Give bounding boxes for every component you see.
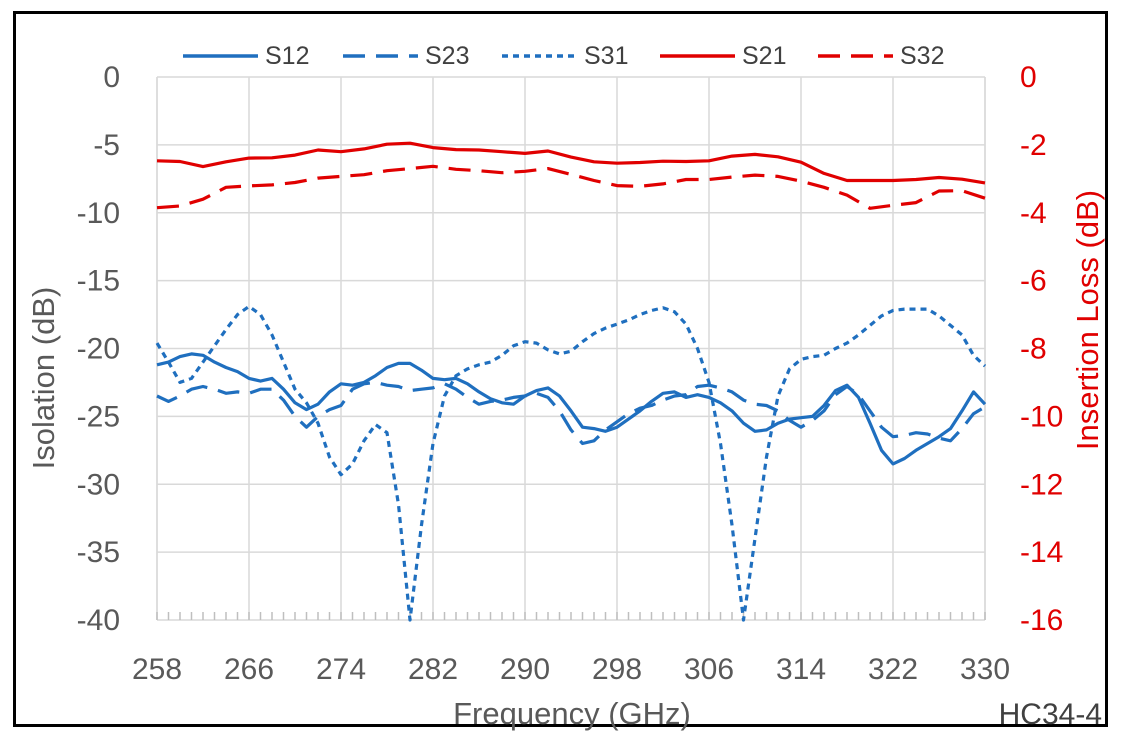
x-tick-labels: 258 266 274 282 290 298 306 314 322 330 <box>132 653 1010 686</box>
series-layer <box>155 141 987 622</box>
x-minor-ticks <box>156 612 986 620</box>
y-right-tick-labels: 0 -2 -4 -6 -8 -10 -12 -14 -16 <box>1020 61 1063 637</box>
y-left-tick-labels: 0 -5 -10 -15 -20 -25 -30 -35 -40 <box>77 61 120 637</box>
x-tick-label: 274 <box>316 653 366 686</box>
x-tick-label: 306 <box>684 653 734 686</box>
y-right-tick-label: 0 <box>1020 61 1037 94</box>
y-left-tick-label: -25 <box>77 400 120 433</box>
x-tick-label: 258 <box>132 653 182 686</box>
y-right-tick-label: -16 <box>1020 604 1063 637</box>
y-right-tick-label: -10 <box>1020 400 1063 433</box>
legend-label-s12: S12 <box>265 42 309 70</box>
x-tick-label: 330 <box>960 653 1010 686</box>
y-left-tick-label: -10 <box>77 197 120 230</box>
x-tick-label: 282 <box>408 653 458 686</box>
y-right-tick-label: -12 <box>1020 468 1063 501</box>
x-tick-label: 314 <box>776 653 826 686</box>
series-line-s31 <box>155 304 987 622</box>
legend-label-s31: S31 <box>584 42 628 70</box>
x-tick-label: 266 <box>224 653 274 686</box>
legend-label-s32: S32 <box>900 42 944 70</box>
y-right-tick-label: -4 <box>1020 197 1047 230</box>
y-left-tick-label: -40 <box>77 604 120 637</box>
x-tick-label: 290 <box>500 653 550 686</box>
y-left-tick-label: -35 <box>77 536 120 569</box>
series-line-s23 <box>156 380 986 446</box>
series-line-s12 <box>156 352 987 466</box>
chart-frame <box>13 11 1108 727</box>
legend-label-s21: S21 <box>742 42 786 70</box>
y-left-tick-label: -5 <box>93 129 120 162</box>
y-right-tick-label: -2 <box>1020 129 1047 162</box>
y-right-tick-label: -14 <box>1020 536 1063 569</box>
x-axis-title: Frequency (GHz) <box>453 696 691 731</box>
y-right-tick-label: -8 <box>1020 333 1047 366</box>
y-left-tick-label: -15 <box>77 265 120 298</box>
y-left-tick-label: 0 <box>103 61 120 94</box>
chart-annotation: HC34-4 <box>999 698 1102 731</box>
y-right-tick-label: -6 <box>1020 265 1047 298</box>
y-left-axis-title: Isolation (dB) <box>26 287 61 470</box>
series-line-s32 <box>156 164 986 210</box>
x-tick-label: 298 <box>592 653 642 686</box>
y-left-tick-label: -30 <box>77 468 120 501</box>
y-right-axis-title: Insertion Loss (dB) <box>1070 190 1105 450</box>
legend: S12 S23 S31 S21 S32 <box>183 42 944 70</box>
y-left-tick-label: -20 <box>77 333 120 366</box>
series-line-s21 <box>156 141 986 185</box>
legend-label-s23: S23 <box>425 42 469 70</box>
x-tick-label: 322 <box>868 653 918 686</box>
